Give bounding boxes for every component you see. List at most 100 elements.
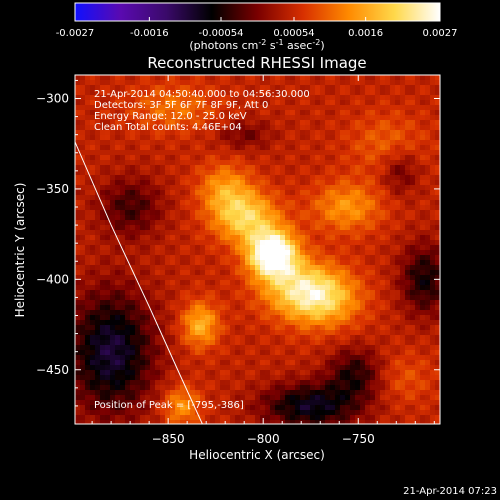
heatmap-cell [360,365,366,371]
heatmap-cell [370,195,376,201]
heatmap-cell [350,120,356,126]
heatmap-cell [295,245,301,251]
heatmap-cell [245,345,251,351]
heatmap-cell [345,290,351,296]
heatmap-cell [195,170,201,176]
heatmap-cell [420,290,426,296]
heatmap-cell [190,215,196,221]
heatmap-cell [290,375,296,381]
heatmap-cell [215,345,221,351]
heatmap-cell [380,325,386,331]
heatmap-cell [345,145,351,151]
heatmap-cell [375,340,381,346]
heatmap-cell [235,220,241,226]
heatmap-cell [205,320,211,326]
heatmap-cell [125,95,131,101]
heatmap-cell [380,255,386,261]
heatmap-cell [215,370,221,376]
heatmap-cell [90,80,96,86]
heatmap-cell [235,320,241,326]
heatmap-cell [245,370,251,376]
heatmap-cell [420,400,426,406]
heatmap-cell [125,195,131,201]
heatmap-cell [180,360,186,366]
heatmap-cell [400,375,406,381]
heatmap-cell [335,310,341,316]
heatmap-cell [260,370,266,376]
heatmap-cell [330,90,336,96]
heatmap-cell [135,80,141,86]
heatmap-cell [430,105,436,111]
heatmap-cell [325,240,331,246]
heatmap-cell [270,245,276,251]
heatmap-cell [115,140,121,146]
heatmap-cell [270,190,276,196]
heatmap-cell [330,415,336,421]
heatmap-cell [360,125,366,131]
heatmap-cell [220,150,226,156]
heatmap-cell [350,210,356,216]
heatmap-cell [175,365,181,371]
heatmap-cell [290,100,296,106]
heatmap-cell [125,175,131,181]
heatmap-cell [90,315,96,321]
heatmap-cell [160,275,166,281]
heatmap-cell [90,370,96,376]
heatmap-cell [175,235,181,241]
heatmap-cell [275,345,281,351]
heatmap-cell [150,235,156,241]
heatmap-cell [315,310,321,316]
heatmap-cell [200,155,206,161]
heatmap-cell [360,345,366,351]
heatmap-cell [355,115,361,121]
heatmap-cell [160,280,166,286]
heatmap-cell [100,390,106,396]
heatmap-cell [330,390,336,396]
heatmap-cell [360,245,366,251]
heatmap-cell [405,325,411,331]
heatmap-cell [160,110,166,116]
heatmap-cell [380,360,386,366]
heatmap-cell [415,100,421,106]
heatmap-cell [310,275,316,281]
heatmap-cell [200,280,206,286]
heatmap-cell [140,370,146,376]
heatmap-cell [300,320,306,326]
heatmap-cell [280,240,286,246]
heatmap-cell [180,120,186,126]
heatmap-cell [380,345,386,351]
heatmap-cell [390,150,396,156]
heatmap-cell [410,240,416,246]
heatmap-cell [340,285,346,291]
heatmap-cell [185,410,191,416]
heatmap-cell [235,215,241,221]
heatmap-cell [240,185,246,191]
heatmap-cell [115,385,121,391]
heatmap-cell [150,405,156,411]
heatmap-cell [425,280,431,286]
heatmap-cell [350,290,356,296]
heatmap-cell [105,355,111,361]
heatmap-cell [305,185,311,191]
heatmap-cell [120,150,126,156]
heatmap-cell [190,300,196,306]
heatmap-cell [355,125,361,131]
heatmap-cell [100,80,106,86]
heatmap-cell [415,150,421,156]
heatmap-cell [330,300,336,306]
heatmap-cell [115,240,121,246]
heatmap-cell [235,415,241,421]
heatmap-cell [300,400,306,406]
heatmap-cell [175,230,181,236]
heatmap-cell [80,145,86,151]
heatmap-cell [125,290,131,296]
heatmap-cell [395,250,401,256]
heatmap-cell [165,235,171,241]
heatmap-cell [185,345,191,351]
heatmap-cell [340,280,346,286]
heatmap-cell [400,360,406,366]
heatmap-cell [185,95,191,101]
heatmap-cell [220,235,226,241]
heatmap-cell [380,395,386,401]
heatmap-cell [225,420,231,424]
